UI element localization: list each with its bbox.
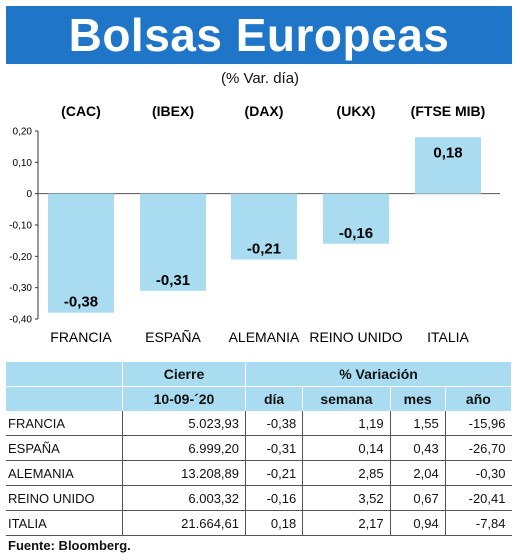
data-table: Cierre % Variación 10-09-´20 día semana … [6,362,513,536]
bar-value-label: -0,21 [247,240,281,257]
category-label: FRANCIA [50,329,112,345]
row-country: ESPAÑA [6,435,123,461]
category-label: ESPAÑA [145,329,201,345]
row-semana: 2,17 [302,510,391,536]
table-col-date: 10-09-´20 [122,386,246,411]
row-ano: -15,96 [444,411,512,436]
row-cierre: 6.999,20 [122,435,246,461]
bar [231,193,297,260]
y-tick-label: -0,10 [9,221,32,232]
category-label: ALEMANIA [229,329,300,345]
category-label: REINO UNIDO [309,329,402,345]
title-banner: Bolsas Europeas [6,6,512,64]
chart-subtitle: (% Var. día) [220,70,300,87]
table-header-cierre: Cierre [122,362,246,387]
row-dia: -0,38 [244,411,303,436]
y-tick-label: -0,20 [9,252,32,263]
row-mes: 0,94 [389,510,446,536]
table-header-variacion: % Variación [245,362,512,387]
index-label: (IBEX) [152,103,194,119]
bar-value-label: -0,16 [339,225,373,242]
y-tick-label: -0,40 [9,315,32,326]
bar [415,137,481,194]
bar-chart: 0,20 0,10 0 -0,10 -0,20 -0,30 -0,40 -0,38 (CAC) F… [9,103,500,345]
table-row: REINO UNIDO 6.003,32 -0,16 3,52 0,67 -20… [6,485,512,511]
row-semana: 2,85 [302,460,391,486]
table-header-blank-2 [6,386,123,411]
index-label: (CAC) [61,103,101,119]
row-cierre: 21.664,61 [122,510,246,536]
y-tick-label: 0,10 [13,158,33,169]
table-group-header-row: Cierre % Variación [6,362,512,387]
bar [323,193,389,244]
table-col-semana: semana [302,386,391,411]
row-ano: -26,70 [444,435,512,461]
row-semana: 3,52 [302,485,391,511]
bar-value-label: 0,18 [433,144,462,161]
row-mes: 2,04 [389,460,446,486]
row-ano: -20,41 [444,485,512,511]
index-label: (DAX) [245,103,284,119]
bar-value-label: -0,38 [64,294,98,311]
row-cierre: 13.208,89 [122,460,246,486]
index-label: (UKX) [337,103,376,119]
row-cierre: 5.023,93 [122,411,246,436]
table-col-mes: mes [390,386,446,411]
y-tick-label: 0,20 [13,127,33,138]
row-country: FRANCIA [6,411,123,436]
row-ano: -0,30 [444,460,512,486]
row-cierre: 6.003,32 [122,485,246,511]
table-row: ITALIA 21.664,61 0,18 2,17 0,94 -7,84 [6,510,512,536]
row-dia: -0,16 [244,485,303,511]
table-row: ESPAÑA 6.999,20 -0,31 0,14 0,43 -26,70 [6,435,512,461]
row-mes: 1,55 [389,411,446,436]
y-tick-label: -0,30 [9,283,32,294]
table-col-ano: año [445,386,513,411]
bar-value-label: -0,31 [156,272,190,289]
row-country: ITALIA [6,510,123,536]
y-tick-label: 0 [26,189,32,200]
row-ano: -7,84 [444,510,512,536]
row-dia: -0,31 [244,435,303,461]
index-label: (FTSE MIB) [411,103,486,119]
row-country: ALEMANIA [6,460,123,486]
row-mes: 0,67 [389,485,446,511]
table-row: ALEMANIA 13.208,89 -0,21 2,85 2,04 -0,30 [6,460,512,486]
row-semana: 1,19 [302,411,391,436]
bar [140,193,206,291]
row-dia: 0,18 [244,510,303,536]
chart-title: Bolsas Europeas [68,9,450,61]
source-note: Fuente: Bloomberg. [8,538,131,553]
row-mes: 0,43 [389,435,446,461]
table-header-blank [6,362,123,387]
row-country: REINO UNIDO [6,485,123,511]
table-row: FRANCIA 5.023,93 -0,38 1,19 1,55 -15,96 [6,411,512,436]
category-label: ITALIA [427,329,469,345]
row-semana: 0,14 [302,435,391,461]
bar [48,193,114,313]
table-column-header-row: 10-09-´20 día semana mes año [6,386,513,411]
table-col-dia: día [245,386,304,411]
row-dia: -0,21 [244,460,303,486]
